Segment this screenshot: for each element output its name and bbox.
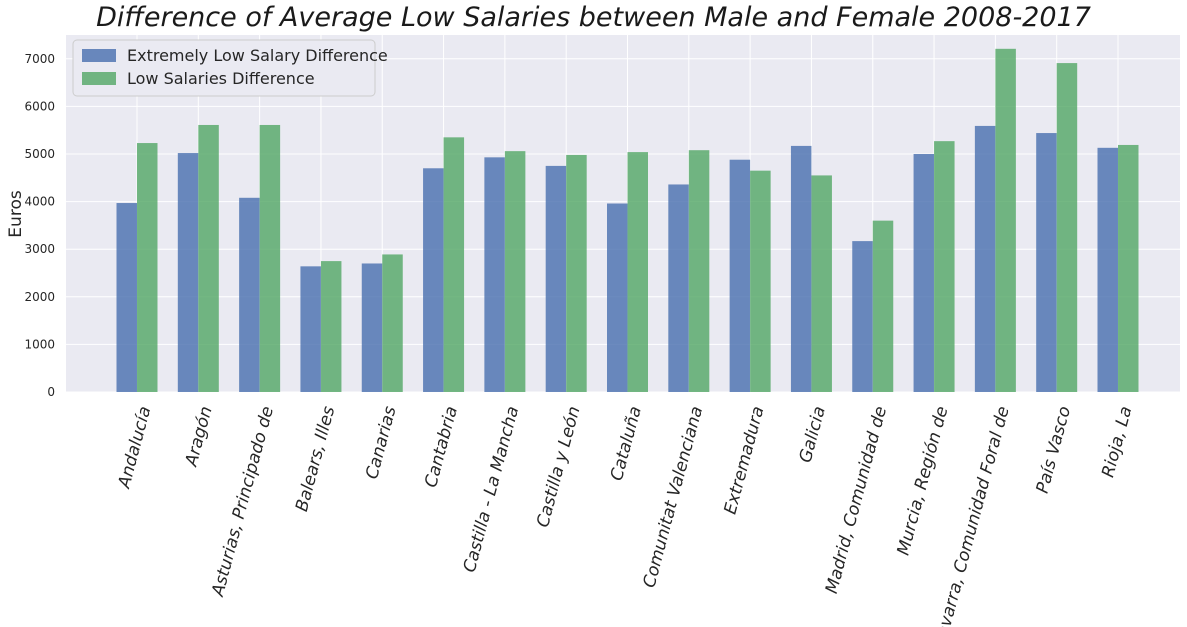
bar-extremely-low-6: [484, 157, 505, 392]
bar-extremely-low-5: [423, 168, 444, 392]
y-axis-label: Euros: [6, 190, 26, 238]
x-tick-label: Galicia: [796, 404, 830, 465]
x-tick-label: Extremadura: [721, 404, 769, 516]
chart-title: Difference of Average Low Salaries betwe…: [96, 2, 1091, 33]
y-tick-label: 1000: [24, 337, 55, 351]
x-tick-label: Rioja, La: [1098, 404, 1136, 479]
legend-label-low: Low Salaries Difference: [127, 69, 315, 88]
y-tick-label: 3000: [24, 242, 55, 256]
legend-swatch-extremely-low: [82, 49, 116, 62]
y-axis-ticks: 0 1000 2000 3000 4000 5000 6000 7000: [24, 52, 55, 399]
legend-swatch-low: [82, 72, 116, 85]
bar-low-16: [1118, 144, 1139, 392]
legend-frame: [72, 39, 376, 97]
bar-low-12: [872, 220, 894, 392]
x-tick-label: Asturias, Principado de: [208, 404, 278, 599]
x-tick-label: Aragón: [181, 404, 216, 469]
x-tick-label: Comunitat Valenciana: [640, 404, 708, 590]
bar-low-14: [995, 48, 1016, 392]
bar-low-15: [1056, 63, 1078, 393]
bar-extremely-low-14: [974, 125, 996, 392]
x-tick-label: Madrid, Comunidad de: [822, 404, 891, 596]
y-tick-label: 4000: [24, 195, 55, 209]
bar-low-0: [137, 143, 158, 392]
y-tick-label: 5000: [24, 147, 55, 161]
bar-low-2: [259, 124, 281, 393]
bar-extremely-low-10: [729, 159, 751, 392]
bar-extremely-low-11: [790, 145, 812, 392]
bar-extremely-low-9: [668, 184, 689, 392]
bar-extremely-low-7: [545, 165, 567, 392]
y-tick-label: 7000: [24, 52, 55, 66]
bar-low-3: [320, 261, 342, 392]
x-tick-label: Andalucía: [114, 404, 155, 491]
bar-low-10: [750, 170, 771, 392]
bar-low-8: [627, 152, 648, 392]
bar-extremely-low-13: [913, 154, 935, 392]
y-tick-label: 6000: [24, 99, 55, 113]
bar-extremely-low-16: [1097, 147, 1118, 392]
bar-low-7: [566, 154, 587, 392]
bar-extremely-low-2: [239, 197, 260, 392]
bar-extremely-low-15: [1036, 133, 1057, 392]
y-tick-label: 2000: [24, 290, 55, 304]
x-tick-label: Canarias: [362, 404, 401, 481]
x-tick-label: Castilla y León: [533, 404, 585, 529]
bar-low-13: [934, 141, 955, 392]
x-tick-label: Cataluña: [607, 404, 646, 483]
bar-low-6: [504, 151, 526, 392]
bars: [116, 48, 1139, 393]
bar-low-1: [198, 124, 219, 393]
x-tick-label: Balears, Illes: [292, 404, 339, 514]
x-tick-label: Murcia, Región de: [893, 404, 952, 557]
x-tick-label: Castilla - La Mancha: [460, 404, 524, 574]
bar-extremely-low-1: [177, 153, 199, 392]
bar-extremely-low-8: [607, 203, 628, 392]
legend: Extremely Low Salary Difference Low Sala…: [72, 39, 388, 97]
bar-extremely-low-4: [361, 263, 383, 392]
y-tick-label: 0: [47, 385, 55, 399]
bar-extremely-low-3: [300, 266, 321, 392]
bar-low-11: [811, 175, 832, 392]
x-tick-label: Cantabria: [421, 404, 462, 489]
bar-low-4: [382, 254, 403, 392]
bar-extremely-low-12: [852, 241, 873, 392]
legend-label-extremely-low: Extremely Low Salary Difference: [127, 46, 388, 65]
bar-extremely-low-0: [116, 203, 137, 392]
bar-low-9: [688, 150, 710, 392]
bar-low-5: [443, 137, 465, 392]
x-tick-label: País Vasco: [1033, 404, 1075, 495]
